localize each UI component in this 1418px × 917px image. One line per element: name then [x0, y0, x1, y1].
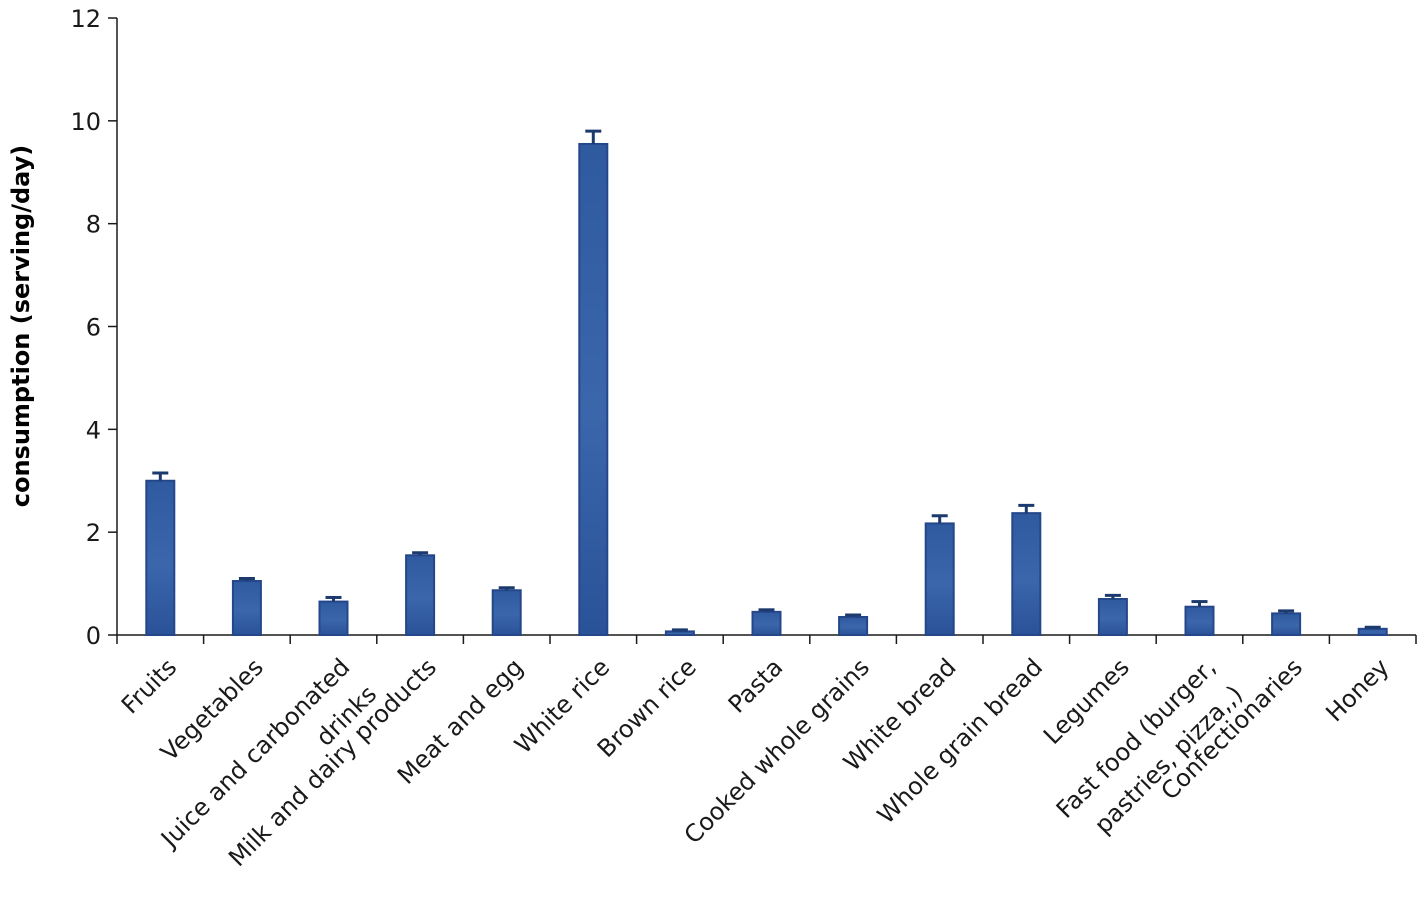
bar [838, 616, 869, 636]
category-label-line: Fruits [116, 653, 182, 719]
bar [664, 630, 695, 636]
category-label: Fruits [116, 653, 182, 719]
bar [924, 522, 955, 637]
y-tick-label: 8 [86, 211, 101, 239]
bar [318, 600, 349, 636]
y-tick-label: 4 [86, 416, 101, 444]
category-label-line: Pasta [723, 653, 789, 719]
x-axis [116, 634, 1417, 644]
bar [1011, 512, 1042, 637]
category-label: Whole grain bread [872, 653, 1048, 829]
error-bars [152, 129, 1381, 632]
y-axis: 0 2 4 6 8 10 12 [70, 5, 118, 650]
category-label-line: Whole grain bread [872, 653, 1048, 829]
bar [491, 589, 522, 637]
bar [751, 610, 782, 636]
category-label-line: Honey [1320, 653, 1394, 727]
bar [1357, 627, 1388, 637]
bars [145, 142, 1388, 637]
y-axis-title: consumption (serving/day) [7, 145, 35, 508]
category-label: Pasta [723, 653, 789, 719]
y-tick-label: 2 [86, 519, 101, 547]
bar [145, 479, 176, 636]
bar [1271, 612, 1302, 637]
y-tick-label: 10 [70, 108, 101, 136]
bar [405, 554, 436, 636]
bar [1184, 605, 1215, 636]
y-tick-label: 12 [70, 5, 101, 33]
bar [231, 580, 262, 637]
y-tick-label: 0 [86, 622, 101, 650]
bar [1097, 598, 1128, 637]
y-tick-label: 6 [86, 314, 101, 342]
category-label: Honey [1320, 653, 1394, 727]
bar [578, 142, 609, 637]
